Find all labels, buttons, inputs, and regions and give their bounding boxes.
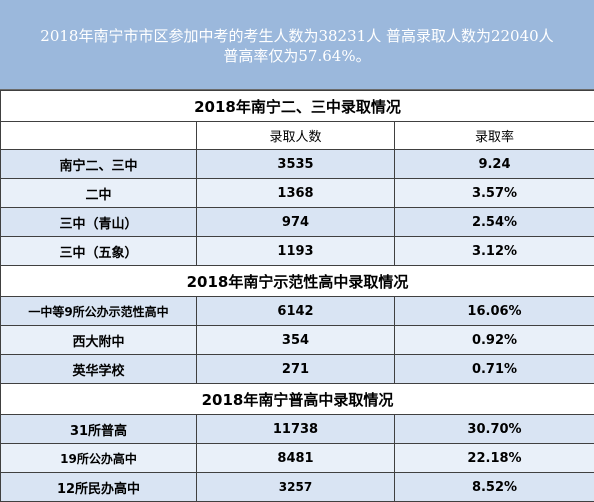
table-row: 三中（五象） 1193 3.12% (1, 237, 594, 266)
table-row: 二中 1368 3.57% (1, 179, 594, 208)
summary-line-2: 普高率仅为57.64%。 (0, 46, 594, 66)
section-title: 2018年南宁二、三中录取情况 (1, 91, 594, 122)
admission-count: 271 (197, 355, 395, 384)
admission-count: 6142 (197, 297, 395, 326)
column-header-rate: 录取率 (395, 122, 594, 150)
school-name: 南宁二、三中 (1, 150, 197, 179)
column-header-count: 录取人数 (197, 122, 395, 150)
admission-rate: 3.12% (395, 237, 594, 266)
admission-rate: 0.71% (395, 355, 594, 384)
admission-count: 3535 (197, 150, 395, 179)
column-header-row: 录取人数 录取率 (1, 122, 594, 150)
school-name: 二中 (1, 179, 197, 208)
table-row: 31所普高 11738 30.70% (1, 415, 594, 444)
table-row: 三中（青山） 974 2.54% (1, 208, 594, 237)
school-name: 31所普高 (1, 415, 197, 444)
column-header-blank (1, 122, 197, 150)
admission-count: 8481 (197, 444, 395, 473)
table-row: 西大附中 354 0.92% (1, 326, 594, 355)
admission-count: 1193 (197, 237, 395, 266)
section-title: 2018年南宁普高中录取情况 (1, 384, 594, 415)
section-title: 2018年南宁示范性高中录取情况 (1, 266, 594, 297)
school-name: 三中（青山） (1, 208, 197, 237)
admission-rate: 0.92% (395, 326, 594, 355)
table-row: 一中等9所公办示范性高中 6142 16.06% (1, 297, 594, 326)
table-row: 南宁二、三中 3535 9.24 (1, 150, 594, 179)
school-name: 三中（五象） (1, 237, 197, 266)
table-row: 12所民办高中 3257 8.52% (1, 473, 594, 502)
admission-rate: 8.52% (395, 473, 594, 502)
table-row: 英华学校 271 0.71% (1, 355, 594, 384)
section-header-row: 2018年南宁普高中录取情况 (1, 384, 594, 415)
table-row: 19所公办高中 8481 22.18% (1, 444, 594, 473)
admission-count: 354 (197, 326, 395, 355)
school-name: 英华学校 (1, 355, 197, 384)
section-header-row: 2018年南宁示范性高中录取情况 (1, 266, 594, 297)
admission-rate: 2.54% (395, 208, 594, 237)
summary-banner: 2018年南宁市市区参加中考的考生人数为38231人 普高录取人数为22040人… (0, 0, 594, 90)
admission-rate: 16.06% (395, 297, 594, 326)
admission-count: 3257 (197, 473, 395, 502)
school-name: 一中等9所公办示范性高中 (1, 297, 197, 326)
school-name: 12所民办高中 (1, 473, 197, 502)
admission-count: 11738 (197, 415, 395, 444)
admission-rate: 9.24 (395, 150, 594, 179)
school-name: 19所公办高中 (1, 444, 197, 473)
admission-table: 2018年南宁二、三中录取情况 录取人数 录取率 南宁二、三中 3535 9.2… (0, 90, 594, 502)
admission-rate: 22.18% (395, 444, 594, 473)
school-name: 西大附中 (1, 326, 197, 355)
admission-rate: 3.57% (395, 179, 594, 208)
section-header-row: 2018年南宁二、三中录取情况 (1, 91, 594, 122)
admission-sheet: 2018年南宁市市区参加中考的考生人数为38231人 普高录取人数为22040人… (0, 0, 594, 488)
admission-rate: 30.70% (395, 415, 594, 444)
summary-line-1: 2018年南宁市市区参加中考的考生人数为38231人 普高录取人数为22040人 (0, 26, 594, 46)
admission-count: 974 (197, 208, 395, 237)
admission-count: 1368 (197, 179, 395, 208)
